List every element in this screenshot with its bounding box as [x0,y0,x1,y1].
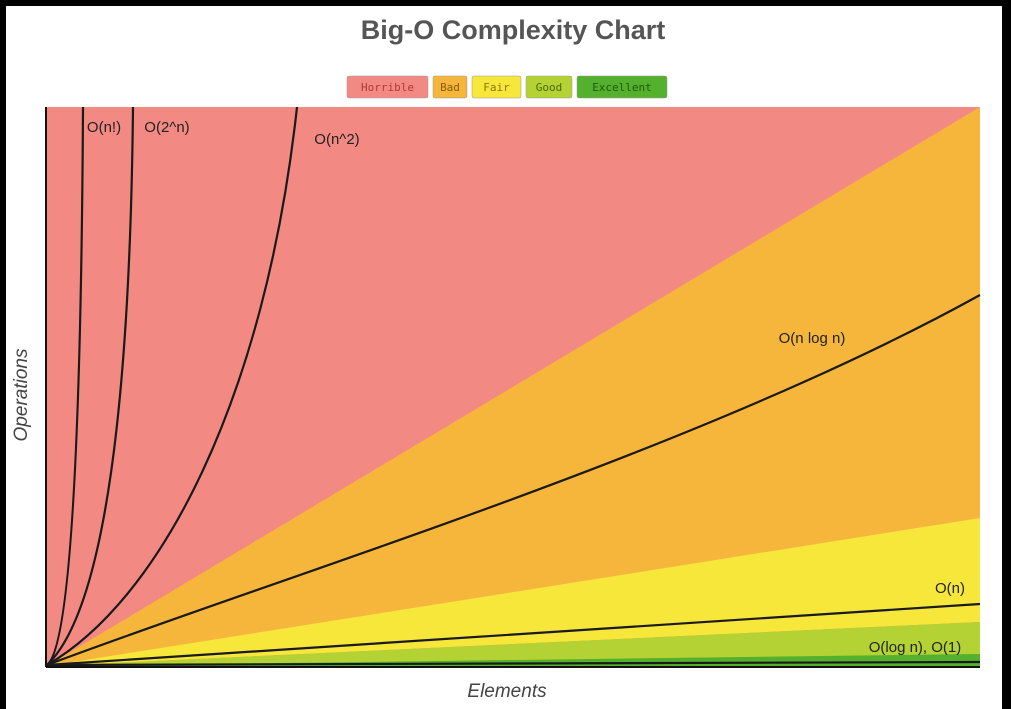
plot-area [45,106,981,668]
region [47,107,980,666]
legend-swatch [525,75,573,99]
legend-swatch [576,75,668,99]
legend-swatch [346,75,429,99]
y-axis-label: Operations [11,348,32,441]
curve [46,294,981,667]
legend-swatch [471,75,522,99]
legend-label: Fair [483,81,510,94]
legend-label: Horrible [361,81,414,94]
chart-title: Big-O Complexity Chart [361,15,666,45]
x-axis-label: Elements [467,681,547,702]
region [47,518,980,666]
curve [46,602,981,667]
curve-label: O(n!) [87,119,121,136]
curve [46,106,135,666]
legend-swatch [432,75,468,99]
curve [46,106,299,666]
legend-label: Bad [440,81,460,94]
curve [46,660,981,667]
curve-label: O(log n), O(1) [869,639,962,656]
legend-label: Good [536,81,563,94]
curve-label: O(n^2) [314,131,359,148]
curve-label: O(n log n) [779,330,846,347]
legend-label: Excellent [592,81,652,94]
curve-label: O(n) [935,580,965,597]
curve-label: O(2^n) [144,119,189,136]
region [47,622,980,667]
curve [46,106,85,666]
